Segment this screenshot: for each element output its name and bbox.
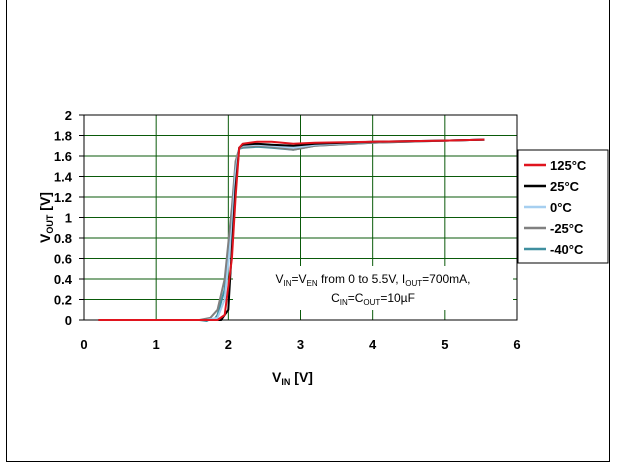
x-tick-label: 5	[441, 337, 448, 352]
y-tick-label: 1.8	[54, 129, 72, 144]
x-axis-title: VIN [V]	[272, 369, 313, 387]
x-tick-label: 4	[369, 337, 377, 352]
annotation-line: VIN=VEN from 0 to 5.5V, IOUT=700mA,	[275, 272, 470, 288]
annotation-box	[233, 266, 513, 310]
y-tick-label: 0.2	[54, 293, 72, 308]
x-tick-label: 3	[297, 337, 304, 352]
figure-frame	[6, 0, 610, 462]
legend-label: -40°C	[550, 242, 584, 257]
x-tick-label: 1	[153, 337, 160, 352]
legend-label: 125°C	[550, 158, 587, 173]
y-tick-label: 1.6	[54, 149, 72, 164]
y-axis-title: VOUT [V]	[37, 192, 55, 243]
x-tick-label: 6	[513, 337, 520, 352]
series-group	[98, 138, 485, 322]
series-line-125C	[98, 138, 485, 321]
y-tick-labels: 0 0.2 0.4 0.6 0.8 1 1.2 1.4 1.6 1.8 2	[54, 108, 84, 328]
x-tick-labels: 0 1 2 3 4 5 6	[80, 337, 520, 352]
y-tick-label: 0.4	[54, 272, 73, 287]
x-tick-label: 2	[225, 337, 232, 352]
x-tick-label: 0	[80, 337, 87, 352]
y-tick-label: 0.6	[54, 252, 72, 267]
legend-label: 25°C	[550, 179, 580, 194]
y-tick-label: 1.4	[54, 170, 73, 185]
y-tick-label: 0.8	[54, 231, 72, 246]
legend: 125°C 25°C 0°C -25°C -40°C	[517, 149, 609, 264]
y-tick-label: 0	[65, 313, 72, 328]
legend-label: -25°C	[550, 221, 584, 236]
conditions-annotation: VIN=VEN from 0 to 5.5V, IOUT=700mA, CIN=C…	[233, 266, 513, 310]
y-tick-label: 1.2	[54, 190, 72, 205]
y-tick-label: 2	[65, 108, 72, 123]
legend-label: 0°C	[550, 200, 572, 215]
annotation-line: CIN=COUT=10µF	[331, 291, 415, 307]
y-tick-label: 1	[65, 211, 72, 226]
